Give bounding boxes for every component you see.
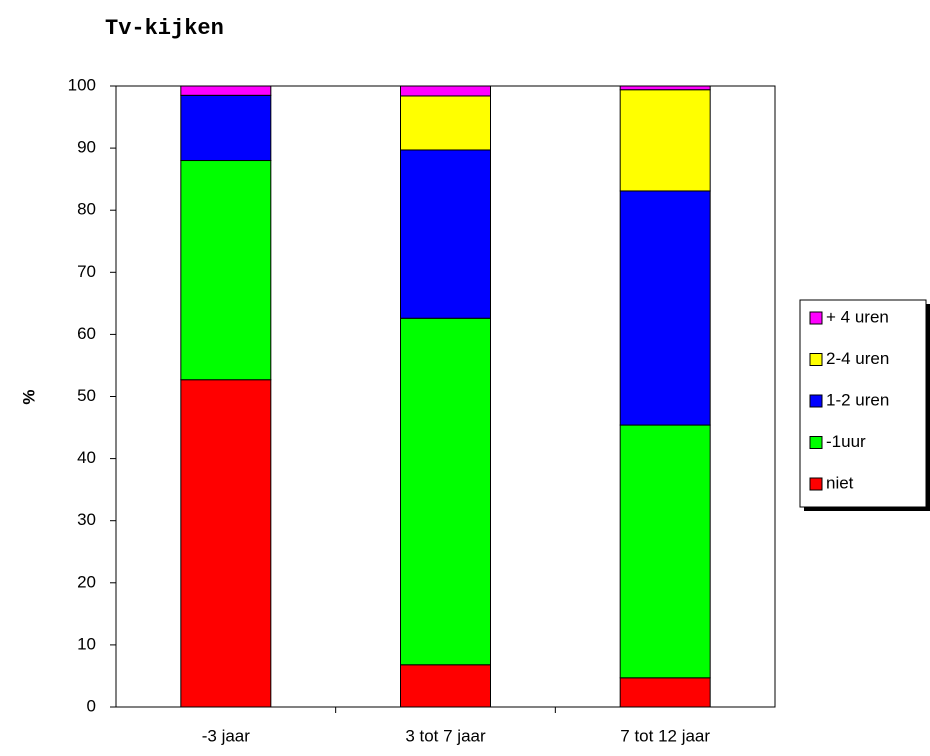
bar-segment (619, 677, 711, 708)
y-tick-label: 80 (77, 200, 96, 219)
bar-segment (180, 85, 272, 96)
legend-label: 1-2 uren (826, 390, 889, 409)
y-tick-label: 0 (87, 696, 96, 715)
bar-segment (619, 190, 711, 426)
y-tick-label: 10 (77, 634, 96, 653)
y-tick-label: 30 (77, 510, 96, 529)
legend-label: 2-4 uren (826, 349, 889, 368)
y-tick-label: 60 (77, 324, 96, 343)
legend-swatch (809, 394, 823, 408)
legend-label: + 4 uren (826, 307, 889, 326)
bar-segment (400, 317, 491, 666)
legend-swatch (809, 311, 823, 325)
bar-segment (400, 149, 491, 319)
y-tick-label: 70 (77, 262, 96, 281)
y-axis-label: % (19, 389, 38, 404)
legend-label: niet (826, 473, 854, 492)
chart-title: Tv-kijken (105, 16, 224, 41)
bar-segment (180, 94, 272, 162)
bar-segment (619, 424, 711, 679)
y-tick-label: 20 (77, 572, 96, 591)
bar-segment (180, 379, 272, 708)
x-tick-label: -3 jaar (202, 726, 251, 745)
bar-segment (400, 85, 491, 97)
y-tick-label: 100 (68, 75, 96, 94)
x-tick-label: 3 tot 7 jaar (405, 726, 486, 745)
legend-swatch (809, 353, 823, 366)
y-tick-label: 50 (77, 386, 96, 405)
y-tick-label: 40 (77, 448, 96, 467)
plot-frame (115, 85, 776, 708)
legend-swatch (809, 436, 823, 449)
bar-segment (400, 95, 491, 151)
bar-segment (180, 160, 272, 381)
bar-segment (400, 664, 491, 708)
bar-segment (619, 85, 711, 91)
y-tick-label: 90 (77, 138, 96, 157)
x-tick-label: 7 tot 12 jaar (620, 726, 710, 745)
legend-label: -1uur (826, 432, 866, 451)
bar-segment (619, 89, 711, 192)
legend-swatch (809, 477, 823, 491)
